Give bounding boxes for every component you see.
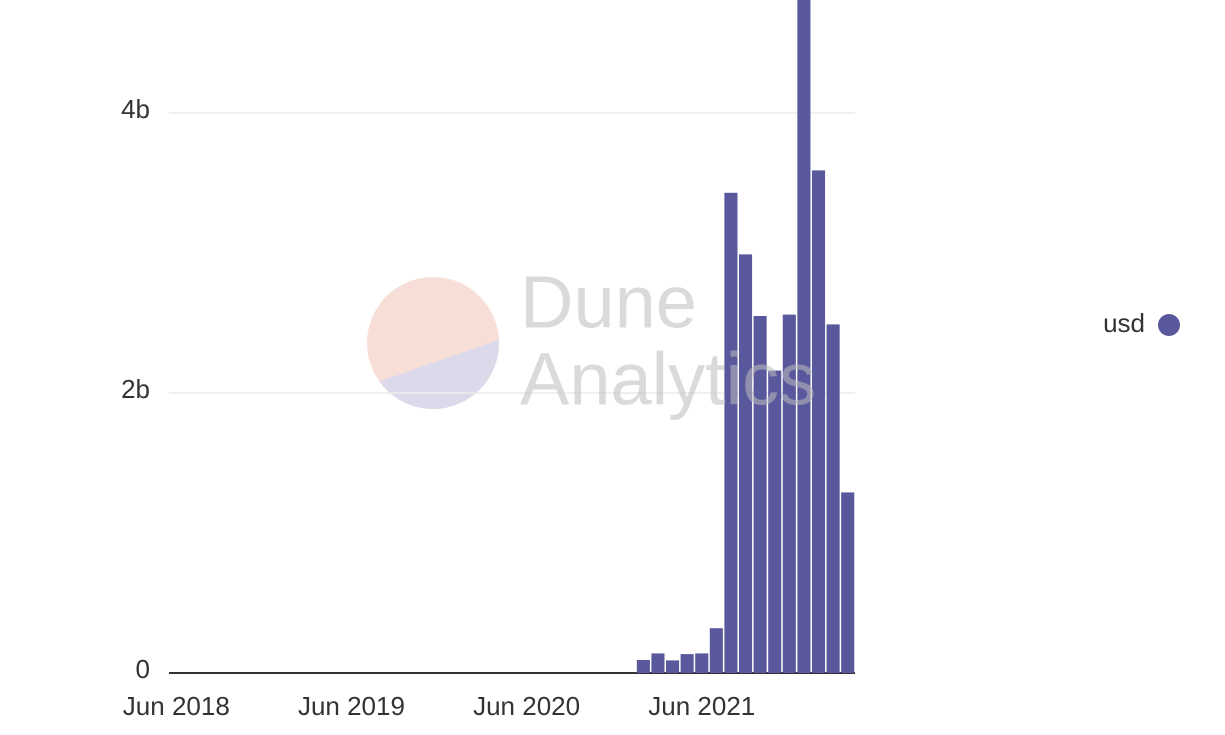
- bar: [768, 370, 782, 673]
- plot-area: 0 2b 4b Jun 2018 Jun 2019 Jun 2020 Jun 2021 usd: [121, 0, 1180, 721]
- bar: [811, 170, 826, 673]
- watermark-text: Analytics: [520, 338, 816, 421]
- bar: [841, 492, 855, 673]
- bar: [680, 654, 694, 673]
- bar: [666, 660, 680, 673]
- bar: [636, 659, 650, 673]
- x-tick-label: Jun 2019: [298, 691, 405, 721]
- x-tick-label: Jun 2018: [123, 691, 230, 721]
- y-tick-label: 0: [136, 654, 150, 684]
- watermark-text: Dune: [520, 261, 697, 344]
- legend-label: usd: [1103, 308, 1145, 338]
- x-tick-label: Jun 2021: [648, 691, 755, 721]
- legend-marker: [1158, 314, 1180, 336]
- bar: [782, 314, 796, 673]
- bar: [826, 324, 840, 673]
- bar: [695, 653, 709, 673]
- y-tick-label: 2b: [121, 374, 150, 404]
- bar: [738, 254, 753, 673]
- bar: [724, 192, 738, 673]
- bar: [797, 0, 811, 673]
- bar: [753, 315, 767, 673]
- y-tick-label: 4b: [121, 94, 150, 124]
- x-tick-label: Jun 2020: [473, 691, 580, 721]
- bar: [651, 653, 665, 673]
- bar: [709, 628, 723, 673]
- watermark-logo: [367, 277, 499, 409]
